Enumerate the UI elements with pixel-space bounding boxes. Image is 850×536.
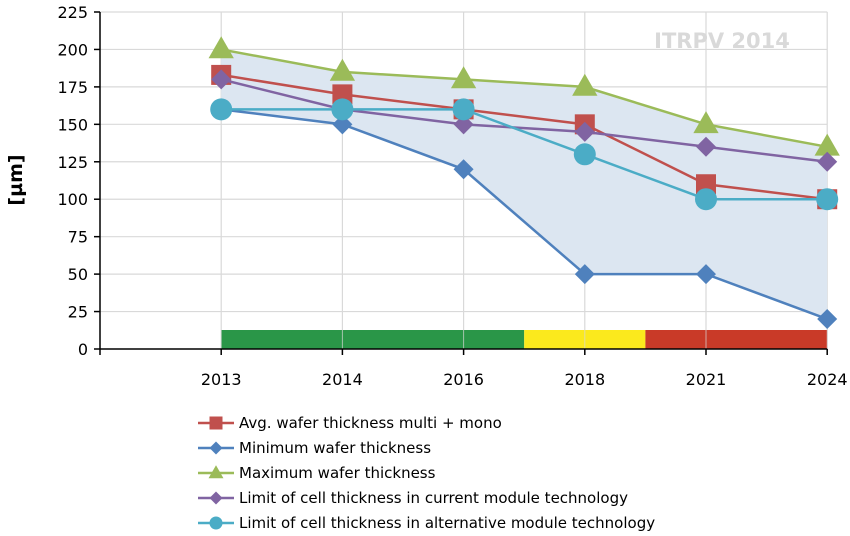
x-tick-label: 2016 (443, 370, 484, 389)
data-point (817, 151, 838, 172)
y-tick-label: 25 (68, 303, 88, 322)
series-5 (210, 98, 839, 211)
y-axis-ticks: 0 25 50 75 100 125 150 175 200 225 (57, 3, 100, 359)
series-line (220, 78, 828, 164)
data-point (332, 84, 353, 105)
legend-label: Limit of cell thickness in alternative m… (239, 514, 655, 532)
legend-label: Minimum wafer thickness (239, 439, 431, 457)
data-point (331, 98, 354, 121)
legend-label: Maximum wafer thickness (239, 464, 436, 482)
legend-entry: Limit of cell thickness in alternative m… (198, 514, 655, 532)
y-tick-label: 125 (57, 153, 88, 172)
legend-marker-diamond-icon (209, 491, 223, 505)
legend-label: Limit of cell thickness in current modul… (239, 489, 628, 507)
legend-entry: Avg. wafer thickness multi + mono (198, 414, 502, 432)
watermark-label: ITRPV 2014 (654, 29, 790, 53)
data-point (695, 188, 717, 211)
data-point (574, 121, 595, 142)
legend-marker-square-icon (209, 416, 223, 430)
data-point (817, 309, 838, 330)
min-max-range-band (221, 49, 828, 320)
legend-marker-diamond-icon (209, 441, 223, 455)
y-axis-label: [µm] (5, 154, 27, 205)
data-point (696, 136, 716, 157)
y-tick-label: 0 (78, 340, 88, 359)
y-tick-label: 200 (57, 40, 88, 59)
status-color-bar (220, 330, 828, 349)
x-tick-label: 2024 (807, 370, 848, 389)
legend-entry: Minimum wafer thickness (198, 439, 431, 457)
series-3 (208, 36, 840, 156)
status-segment-green (221, 330, 525, 349)
data-point (210, 98, 233, 121)
data-point (453, 159, 474, 180)
y-tick-label: 175 (57, 78, 88, 97)
x-tick-label: 2013 (201, 370, 242, 389)
legend-entry: Limit of cell thickness in current modul… (198, 489, 628, 507)
legend-marker-triangle-icon (208, 465, 224, 479)
data-point (208, 36, 234, 59)
y-tick-label: 225 (57, 3, 88, 22)
series-line (221, 108, 828, 201)
data-point (573, 143, 596, 166)
legend-entry: Maximum wafer thickness (198, 464, 436, 482)
y-tick-label: 100 (57, 190, 88, 209)
series-line (221, 73, 828, 201)
data-point (332, 114, 353, 135)
data-point (329, 58, 356, 81)
data-point (696, 264, 716, 285)
y-tick-label: 50 (68, 265, 88, 284)
data-point (450, 66, 477, 89)
series-group (208, 36, 840, 330)
series-4 (211, 69, 838, 172)
status-segment-red (645, 330, 828, 349)
x-tick-label: 2021 (686, 370, 727, 389)
x-tick-label: 2018 (564, 370, 605, 389)
data-point (453, 114, 474, 135)
series-line (221, 108, 828, 321)
data-point (574, 264, 595, 285)
x-axis-ticks: 2013 2014 2016 2018 2021 2024 (99, 349, 848, 389)
data-point (452, 98, 475, 121)
legend-label: Avg. wafer thickness multi + mono (239, 414, 502, 432)
x-tick-label: 2014 (322, 370, 363, 389)
legend: Avg. wafer thickness multi + mono Minimum… (198, 414, 655, 532)
data-point (816, 188, 839, 211)
series-line (220, 48, 828, 149)
data-point (572, 73, 598, 96)
data-point (693, 111, 719, 134)
data-point (211, 69, 232, 90)
data-point (696, 174, 716, 195)
y-tick-label: 150 (57, 115, 88, 134)
legend-marker-circle-icon (209, 516, 223, 530)
data-point (814, 133, 840, 156)
y-tick-label: 75 (68, 228, 88, 247)
